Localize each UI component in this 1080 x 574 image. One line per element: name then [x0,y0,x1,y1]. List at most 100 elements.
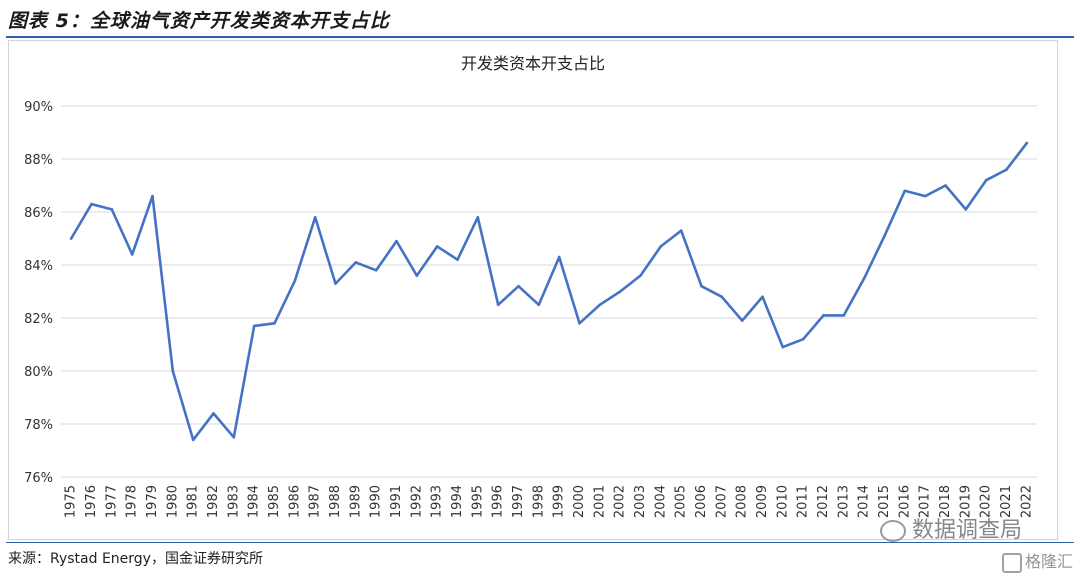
data-point [171,369,175,373]
data-point [822,314,825,317]
data-point [435,245,439,248]
x-tick-label: 1984 [247,485,262,518]
chart-title: 开发类资本开支占比 [461,54,605,73]
x-tick-label: 1996 [491,485,506,518]
x-tick-label: 2016 [897,485,912,518]
x-tick-label: 1995 [470,485,485,518]
x-tick-label: 1992 [409,485,424,518]
data-point [90,202,93,206]
data-point [598,303,602,307]
line-chart: 开发类资本开支占比 76%78%80%82%84%86%88%90% 1975 1… [24,54,1037,518]
x-tick-label: 1980 [165,485,180,518]
x-tick-label: 2014 [857,485,872,518]
x-tick-label: 2020 [979,485,994,518]
x-tick-label: 1991 [389,485,404,518]
y-tick-label: 76% [24,471,53,486]
data-point [801,337,805,341]
x-tick-label: 1998 [531,485,546,518]
x-tick-label: 1993 [430,485,445,518]
data-point [639,274,642,277]
account-watermark: 数据调查局 [880,512,1022,544]
chart-container: 开发类资本开支占比 76% 78% 80% 82% 84% 86% 88% 90% 1975 1… [8,40,1058,540]
series-group [69,141,1029,442]
x-tick-label: 2006 [694,485,709,518]
x-tick-label: 2004 [653,485,668,518]
y-tick-label: 86% [24,206,53,221]
x-tick-label: 2022 [1019,485,1034,518]
data-point [69,237,73,240]
data-point [476,216,480,219]
wechat-icon [880,520,906,542]
data-point [456,258,459,261]
x-axis: 1975 1976 1977 1978 1979 1980 1981 1982 1983 1984… [64,485,1035,518]
x-tick-label: 2001 [592,485,607,518]
data-point [964,208,968,211]
x-tick-label: 1977 [104,485,119,518]
x-tick-label: 2000 [572,485,587,518]
series-line [69,141,1029,442]
data-point [252,324,256,328]
x-tick-label: 2013 [836,485,851,518]
x-tick-label: 2019 [958,485,973,518]
data-point [232,435,236,439]
y-tick-label: 82% [24,312,53,327]
x-tick-label: 1990 [369,485,384,518]
data-point [1025,141,1029,145]
x-tick-label: 2005 [674,485,689,518]
x-tick-label: 2012 [816,485,831,518]
x-tick-label: 1985 [267,485,282,518]
x-tick-label: 1978 [125,485,140,518]
data-point [679,229,683,232]
data-point [212,412,215,415]
figure-header: 图表 5：全球油气资产开发类资本开支占比 [0,0,1080,38]
data-point [720,295,724,299]
data-point [395,239,398,243]
data-point [151,194,154,198]
data-point [578,322,581,325]
data-point [700,284,703,288]
data-point [130,253,134,256]
y-tick-label: 88% [24,153,53,168]
data-point [313,216,317,219]
x-tick-label: 2008 [735,485,750,518]
data-point [761,295,764,299]
data-point [415,274,419,277]
x-tick-label: 2002 [613,485,628,518]
x-tick-label: 1975 [64,485,79,518]
x-tick-label: 1999 [552,485,567,518]
x-tick-label: 1989 [348,485,363,518]
account-watermark-text: 数据调查局 [912,518,1023,543]
y-tick-label: 90% [24,100,53,115]
logo-watermark-text: 格隆汇 [1025,552,1074,571]
header-divider [6,36,1074,38]
data-point [740,319,744,322]
data-point [273,322,276,325]
x-tick-label: 1988 [328,485,343,518]
x-tick-label: 2009 [755,485,770,518]
data-point [842,314,846,317]
source-divider [6,542,1074,543]
y-tick-label: 84% [24,259,53,274]
data-point [1005,168,1008,171]
data-point [984,178,988,182]
x-tick-label: 2011 [796,485,811,518]
data-point [517,284,520,288]
data-point [923,194,927,198]
data-point [862,276,866,280]
x-tick-label: 1997 [511,485,526,518]
logo-watermark: 格隆汇 [1002,548,1073,573]
data-point [537,303,541,307]
x-tick-label: 1981 [186,485,201,518]
x-tick-label: 2018 [938,485,953,518]
x-tick-label: 1983 [226,485,241,518]
y-axis: 76% 78% 80% 82% 84% 86% 88% 90% [24,100,53,486]
x-tick-label: 2015 [877,485,892,518]
figure-title: 图表 5：全球油气资产开发类资本开支占比 [8,10,390,32]
data-point [354,261,358,264]
data-point [110,208,114,211]
data-point [496,303,500,307]
x-tick-label: 2021 [999,485,1014,518]
data-point [293,279,297,283]
x-tick-label: 2003 [633,485,648,518]
data-point [334,282,337,285]
